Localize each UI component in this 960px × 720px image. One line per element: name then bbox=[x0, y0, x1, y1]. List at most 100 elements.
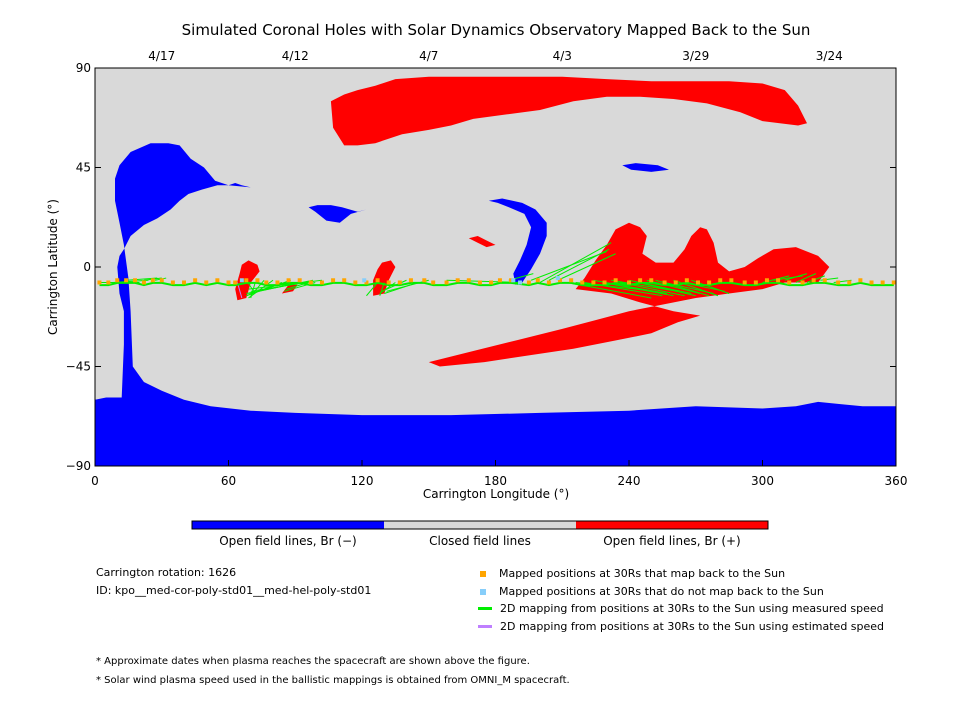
mapped-position-point bbox=[684, 278, 689, 283]
unmapped-position-point bbox=[239, 278, 244, 283]
colorbar-frame bbox=[191, 520, 769, 530]
mapped-position-point bbox=[509, 278, 514, 283]
mapped-position-point bbox=[718, 278, 723, 283]
mapped-position-point bbox=[150, 278, 155, 283]
measured-mapping-line bbox=[539, 242, 612, 283]
positive-open-field-region bbox=[330, 76, 807, 146]
measured-mapping-line bbox=[795, 273, 817, 283]
mapped-position-point bbox=[811, 278, 816, 283]
legend-label: 2D mapping from positions at 30Rs to the… bbox=[500, 620, 885, 633]
colorbar-segment bbox=[192, 521, 384, 529]
plot-area bbox=[94, 67, 897, 467]
x-tick-label: 180 bbox=[484, 474, 507, 488]
date-tick-label: 3/29 bbox=[682, 49, 709, 63]
measured-mapping-line bbox=[602, 281, 674, 297]
mapped-position-point bbox=[729, 278, 734, 283]
mapped-position-point bbox=[787, 280, 792, 285]
y-tick-label: 90 bbox=[76, 61, 91, 75]
legend-label: 2D mapping from positions at 30Rs to the… bbox=[500, 602, 884, 615]
measured-mapping-line bbox=[646, 279, 701, 295]
mapped-position-point bbox=[869, 280, 874, 285]
unmapped-position-point bbox=[362, 278, 367, 283]
mapped-position-point bbox=[695, 280, 700, 285]
mapped-position-point bbox=[364, 280, 369, 285]
date-tick-label: 3/24 bbox=[816, 49, 843, 63]
mapped-positions bbox=[97, 276, 896, 285]
negative-open-field-region bbox=[308, 205, 367, 223]
x-tick-label: 360 bbox=[885, 474, 908, 488]
mapped-position-point bbox=[638, 278, 643, 283]
measured-mapping-line bbox=[548, 248, 610, 281]
unmapped-position-point bbox=[517, 280, 522, 285]
mapped-position-point bbox=[215, 278, 220, 283]
mapped-position-point bbox=[535, 278, 540, 283]
legend-item-unmapped: Mapped positions at 30Rs that do not map… bbox=[478, 585, 824, 598]
mapped-position-point bbox=[580, 280, 585, 285]
note-dates: * Approximate dates when plasma reaches … bbox=[96, 656, 530, 667]
mapped-position-point bbox=[375, 278, 380, 283]
mapped-position-point bbox=[170, 280, 175, 285]
mapped-position-point bbox=[182, 280, 186, 285]
negative-open-field-region bbox=[488, 198, 547, 285]
green-line-icon bbox=[478, 607, 492, 610]
colorbar-label: Open field lines, Br (−) bbox=[219, 534, 357, 548]
positive-open-field-region bbox=[373, 260, 396, 296]
mapped-position-point bbox=[800, 280, 805, 285]
mapped-position-point bbox=[297, 278, 302, 283]
legend-label: Mapped positions at 30Rs that do not map… bbox=[499, 585, 824, 598]
y-axis: 90 45 0 −45 −90 bbox=[66, 61, 896, 473]
date-tick-label: 4/7 bbox=[419, 49, 438, 63]
mapped-position-point bbox=[115, 278, 120, 283]
unmapped-position-point bbox=[555, 276, 560, 281]
mapped-position-point bbox=[627, 280, 631, 285]
y-tick-label: 45 bbox=[76, 161, 91, 175]
coronal-hole-regions bbox=[95, 76, 896, 466]
unmapped-position-point bbox=[511, 278, 516, 283]
mapped-position-point bbox=[286, 278, 291, 283]
colorbar-segment bbox=[576, 521, 768, 529]
measured-mapping-line bbox=[673, 279, 719, 297]
mapped-position-point bbox=[255, 278, 260, 283]
mapped-position-point bbox=[742, 280, 747, 285]
mapped-position-point bbox=[431, 280, 436, 285]
mapped-position-point bbox=[662, 280, 667, 285]
mapped-position-point bbox=[558, 278, 563, 283]
measured-mapping-line bbox=[806, 275, 825, 283]
mapped-position-point bbox=[455, 278, 460, 283]
legend-item-estimated: 2D mapping from positions at 30Rs to the… bbox=[478, 620, 884, 633]
mapped-position-point bbox=[264, 280, 269, 285]
orange-square-icon bbox=[480, 570, 486, 577]
mapped-position-point bbox=[613, 278, 618, 283]
colorbar-label: Closed field lines bbox=[429, 534, 531, 548]
mapped-position-point bbox=[141, 280, 146, 285]
note-speed: * Solar wind plasma speed used in the ba… bbox=[96, 675, 570, 686]
x-axis-label: Carrington Longitude (°) bbox=[423, 487, 569, 501]
date-tick-label: 4/3 bbox=[553, 49, 572, 63]
y-tick-label: 0 bbox=[83, 260, 91, 274]
mapped-position-point bbox=[353, 280, 358, 285]
mapped-position-point bbox=[591, 280, 596, 285]
x-tick-label: 0 bbox=[91, 474, 99, 488]
mapped-position-point bbox=[124, 278, 129, 283]
mapped-position-point bbox=[397, 280, 402, 285]
mapped-position-point bbox=[649, 278, 654, 283]
colorbar: Open field lines, Br (−) Closed field lin… bbox=[191, 520, 769, 548]
measured-mapping-line bbox=[637, 281, 696, 297]
mapped-position-point bbox=[159, 278, 164, 283]
mapped-position-point bbox=[673, 280, 678, 285]
mapped-position-point bbox=[466, 278, 471, 283]
x-axis: 0 60 120 180 240 300 360 bbox=[91, 460, 907, 488]
mapped-position-point bbox=[847, 280, 852, 285]
mapped-position-point bbox=[477, 280, 482, 285]
negative-open-field-region bbox=[622, 163, 669, 172]
mapped-position-point bbox=[753, 280, 758, 285]
positive-open-field-region bbox=[428, 222, 830, 367]
purple-line-icon bbox=[478, 625, 492, 628]
chart-title: Simulated Coronal Holes with Solar Dynam… bbox=[182, 21, 811, 39]
colorbar-label: Open field lines, Br (+) bbox=[603, 534, 741, 548]
measured-mapping-line bbox=[366, 282, 378, 297]
x-tick-label: 120 bbox=[351, 474, 374, 488]
mapped-position-point bbox=[444, 280, 449, 285]
mapped-position-point bbox=[331, 278, 336, 283]
mapped-position-point bbox=[602, 280, 607, 285]
